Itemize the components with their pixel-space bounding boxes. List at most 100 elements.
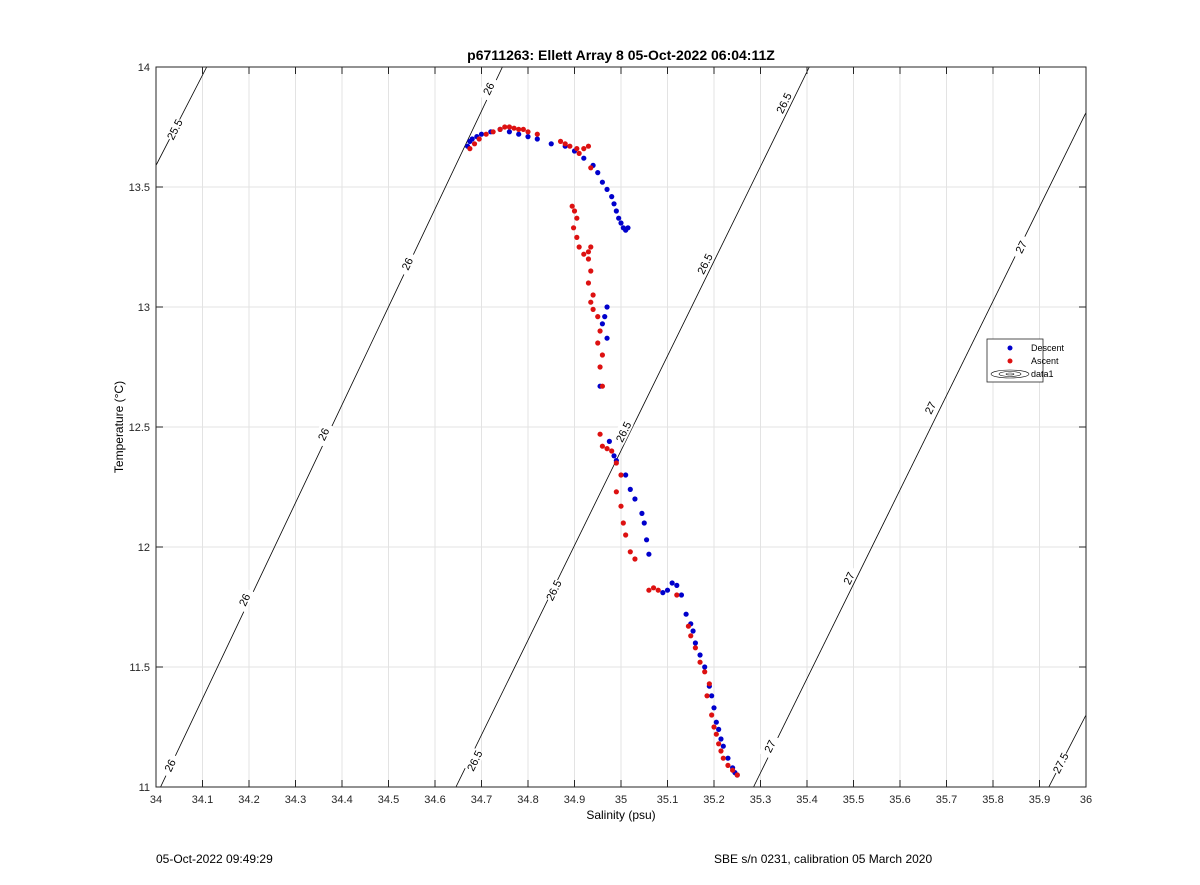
point-ascent [588,268,594,274]
point-ascent [599,383,606,389]
x-tick-label: 34.3 [285,794,306,806]
point-descent [725,755,731,761]
x-tick-label: 34 [150,794,162,806]
y-axis-ticks: 11 11.5 12 12.5 13 13.5 14 [129,62,1086,794]
point-ascent [574,234,580,240]
point-descent [609,194,615,200]
y-tick-label: 11 [139,782,150,794]
point-ascent [692,645,699,651]
point-ascent [599,443,606,449]
point-ascent [702,669,708,675]
point-descent [506,129,512,135]
legend: Descent Ascent data1 [986,338,1065,383]
contour-label: 26 [481,81,497,97]
point-ascent [734,772,740,778]
y-tick-label: 13.5 [129,182,150,194]
point-descent [641,520,647,526]
contour-label-gap [163,116,185,142]
point-ascent [525,129,531,135]
x-tick-label: 34.8 [517,794,538,806]
point-ascent [569,203,575,209]
x-tick-label: 35.2 [703,794,724,806]
point-ascent [467,146,473,152]
x-tick-label: 35 [615,794,627,806]
point-descent [690,628,696,634]
point-ascent [609,448,615,454]
point-descent [604,335,610,341]
point-descent [534,136,540,142]
x-tick-label: 34.7 [471,794,492,806]
point-ascent [590,292,596,298]
x-tick-label: 35.9 [1029,794,1050,806]
point-descent [604,186,610,192]
x-axis-ticks: 34 34.1 34.2 34.3 34.4 34.5 34.6 34.7 34.8 34.9 35… [150,67,1092,806]
legend-label-descent: Descent [1031,343,1065,353]
point-ascent [581,146,587,152]
point-ascent [588,244,594,250]
point-descent [669,580,675,586]
x-tick-label: 35.6 [889,794,910,806]
contour-label-gap [233,586,255,613]
point-ascent [567,143,573,149]
point-ascent [588,299,594,305]
point-ascent [688,633,694,639]
point-ascent [655,587,661,593]
contour-label-gap [477,75,499,102]
contour-label-gap [837,565,860,591]
point-descent [674,582,680,589]
point-descent [697,652,703,658]
x-axis-label: Salinity (psu) [586,808,655,822]
point-ascent [604,446,610,452]
point-ascent [483,131,489,137]
footer-calibration: SBE s/n 0231, calibration 05 March 2020 [714,852,933,866]
contour-label-gap [693,250,715,277]
point-ascent [613,489,619,495]
contour-label-gap [312,421,334,447]
legend-marker-ascent [1007,358,1013,364]
x-tick-label: 34.1 [192,794,213,806]
contour-label: 27 [842,570,858,586]
contour-label-gap [758,733,781,759]
point-ascent [476,136,482,142]
point-ascent [597,328,603,334]
point-descent [678,592,685,598]
legend-box [986,338,1044,383]
point-ascent [585,280,592,286]
point-ascent [613,460,619,466]
point-descent [632,496,638,502]
point-descent [516,131,522,137]
x-tick-label: 35.4 [796,794,817,806]
point-descent [599,179,606,185]
point-descent [716,726,722,733]
contour-label-gap [772,90,794,116]
x-tick-label: 35.5 [843,794,864,806]
point-ascent [713,731,719,737]
contour-label: 26 [316,427,332,443]
y-tick-label: 14 [138,62,150,74]
point-descent [664,587,671,593]
point-ascent [674,592,680,598]
point-ascent [718,748,724,754]
point-ascent [595,314,601,320]
x-tick-label: 36 [1080,794,1092,806]
point-ascent [471,141,478,147]
y-tick-label: 12.5 [129,422,150,434]
point-descent [525,134,531,140]
contour-label-gap [542,577,564,603]
point-ascent [618,503,624,509]
point-ascent [685,623,692,629]
point-descent [613,208,619,214]
point-descent [611,453,617,459]
point-descent [627,486,633,492]
contour-label: 27 [763,738,779,754]
point-ascent [562,141,568,147]
contour-label-gap [158,752,181,778]
x-tick-label: 34.9 [564,794,585,806]
point-descent [478,131,485,137]
point-ascent [574,146,580,152]
point-descent [660,590,666,596]
point-ascent [502,124,508,130]
contour-line-26-5 [455,67,810,787]
point-ascent [576,244,582,250]
point-ascent [620,520,626,526]
